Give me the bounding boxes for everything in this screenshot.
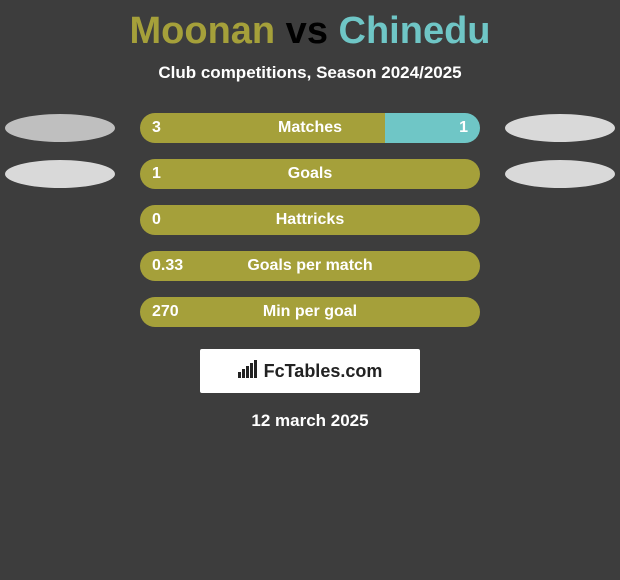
chart-bars-icon — [238, 360, 260, 383]
stat-label: Goals — [140, 159, 480, 189]
stat-row: 0.33Goals per match — [0, 251, 620, 281]
vs-text: vs — [275, 10, 338, 52]
stat-row: 3Matches1 — [0, 113, 620, 143]
branding-text: FcTables.com — [264, 361, 383, 382]
date-text: 12 march 2025 — [0, 411, 620, 431]
stat-bar: 0Hattricks — [140, 205, 480, 235]
stat-row: 1Goals — [0, 159, 620, 189]
stats-container: 3Matches11Goals0Hattricks0.33Goals per m… — [0, 113, 620, 327]
stat-label: Hattricks — [140, 205, 480, 235]
stat-label: Min per goal — [140, 297, 480, 327]
player-ellipse-right — [505, 160, 615, 188]
subtitle: Club competitions, Season 2024/2025 — [0, 63, 620, 83]
stat-row: 270Min per goal — [0, 297, 620, 327]
stat-row: 0Hattricks — [0, 205, 620, 235]
comparison-title: Moonan vs Chinedu — [0, 0, 620, 53]
player2-name: Chinedu — [339, 10, 491, 52]
stat-label: Goals per match — [140, 251, 480, 281]
stat-bar: 1Goals — [140, 159, 480, 189]
player-ellipse-left — [5, 114, 115, 142]
stat-label: Matches — [140, 113, 480, 143]
player-ellipse-right — [505, 114, 615, 142]
branding-box: FcTables.com — [200, 349, 420, 393]
player-ellipse-left — [5, 160, 115, 188]
stat-bar: 0.33Goals per match — [140, 251, 480, 281]
player1-name: Moonan — [129, 10, 275, 52]
stat-value-right: 1 — [459, 113, 468, 143]
stat-bar: 270Min per goal — [140, 297, 480, 327]
stat-bar: 3Matches1 — [140, 113, 480, 143]
